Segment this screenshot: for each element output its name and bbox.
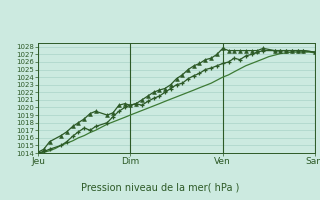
Text: Pression niveau de la mer( hPa ): Pression niveau de la mer( hPa ) [81, 182, 239, 192]
